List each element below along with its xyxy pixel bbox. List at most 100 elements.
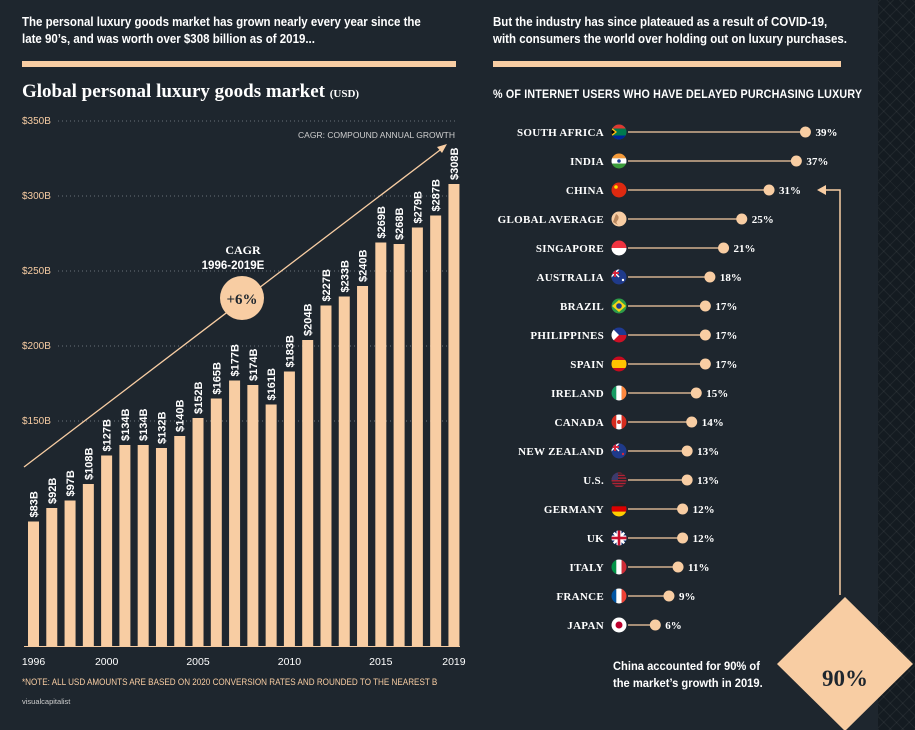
- globe-icon: [611, 211, 627, 227]
- bar: [375, 242, 387, 646]
- country-label: ITALY: [569, 562, 604, 574]
- delay-row: IRELAND 15%: [551, 385, 728, 401]
- flag-part: [611, 327, 627, 335]
- delay-row: U.S. 13%: [583, 472, 719, 487]
- flag-part: [615, 621, 623, 629]
- flag-part: [611, 472, 627, 474]
- country-label: SOUTH AFRICA: [517, 127, 604, 139]
- cagr-label-line-2: 1996-2019E: [202, 260, 265, 272]
- france-flag-icon: [611, 588, 627, 604]
- delay-value-label: 17%: [715, 359, 737, 371]
- y-tick-label: $200B: [22, 341, 51, 352]
- country-label: SINGAPORE: [536, 243, 604, 255]
- bar: [174, 436, 186, 646]
- cagr-arrowhead: [437, 144, 447, 153]
- china-flag-icon: [611, 182, 627, 198]
- country-label: NEW ZEALAND: [518, 446, 604, 458]
- country-label: FRANCE: [556, 591, 604, 603]
- bar: [101, 455, 113, 646]
- bar: [430, 215, 442, 646]
- flag-part: [611, 506, 627, 512]
- country-label: SPAIN: [570, 359, 604, 371]
- bar: [119, 445, 131, 646]
- flag-part: [611, 559, 617, 575]
- country-label: BRAZIL: [560, 301, 604, 313]
- flag-part: [611, 446, 619, 448]
- bar-value-label: $152B: [193, 382, 205, 414]
- left-chart-title-text: Global personal luxury goods market: [22, 81, 325, 102]
- flag-part: [621, 588, 627, 604]
- flag-part: [617, 159, 621, 163]
- flag-part: [611, 588, 617, 604]
- delay-dot: [677, 532, 689, 544]
- x-tick-label: 2005: [186, 656, 210, 668]
- flag-part: [616, 559, 622, 575]
- bar-value-label: $183B: [284, 335, 296, 367]
- flag-part: [611, 248, 627, 256]
- flag-part: [617, 420, 621, 424]
- flag-part: [613, 214, 619, 225]
- x-tick-label: 2000: [95, 656, 119, 668]
- intro-right-text: But the industry has since plateaued as …: [493, 14, 847, 48]
- flag-part: [616, 385, 622, 401]
- y-tick-label: $350B: [22, 116, 51, 127]
- bar-value-label: $308B: [449, 148, 461, 180]
- flag-part: [611, 501, 627, 507]
- delay-value-label: 18%: [720, 272, 742, 284]
- flag-part: [611, 211, 627, 227]
- delay-dot: [736, 213, 748, 225]
- delay-value-label: 12%: [693, 533, 715, 545]
- bar-value-label: $268B: [394, 208, 406, 240]
- delay-dot: [699, 300, 711, 312]
- china-note: China accounted for 90% of the market’s …: [613, 658, 763, 692]
- delay-row: PHILIPPINES 17%: [530, 327, 737, 343]
- flag-part: [611, 240, 627, 248]
- delay-value-label: 6%: [665, 620, 682, 632]
- country-label: CHINA: [566, 185, 604, 197]
- delay-value-label: 14%: [702, 417, 724, 429]
- delay-value-label: 13%: [697, 446, 719, 458]
- bar-value-label: $132B: [156, 412, 168, 444]
- flag-part: [621, 452, 625, 456]
- delay-dot: [704, 271, 716, 283]
- south-africa-flag-icon: [611, 124, 627, 140]
- delay-value-label: 12%: [693, 504, 715, 516]
- bar-value-label: $269B: [376, 206, 388, 238]
- bar-value-label: $134B: [120, 409, 132, 441]
- bar-value-label: $92B: [47, 478, 59, 504]
- intro-left-text: The personal luxury goods market has gro…: [22, 14, 421, 48]
- country-label: CANADA: [555, 417, 604, 429]
- delay-dot: [681, 445, 693, 457]
- bar: [82, 484, 94, 646]
- bar: [46, 508, 58, 646]
- country-label: JAPAN: [567, 620, 604, 632]
- right-divider: [493, 61, 841, 67]
- flag-part: [611, 327, 619, 343]
- delay-dot: [663, 590, 675, 602]
- bar-value-label: $140B: [175, 400, 187, 432]
- flag-part: [611, 385, 617, 401]
- bar: [320, 305, 332, 646]
- cagr-badge: [220, 276, 264, 320]
- bar-value-label: $134B: [138, 409, 150, 441]
- china-note-line-2: the market’s growth in 2019.: [613, 676, 763, 690]
- bar: [137, 445, 149, 646]
- flag-part: [611, 480, 627, 482]
- flag-part: [611, 485, 627, 487]
- flag-part: [611, 135, 627, 140]
- china-share-value: 90%: [822, 666, 868, 691]
- bar-value-label: $279B: [412, 191, 424, 223]
- delay-row: GLOBAL AVERAGE 25%: [498, 211, 774, 227]
- bar: [302, 340, 314, 646]
- delay-dot: [799, 126, 811, 138]
- footnote: *NOTE: ALL USD AMOUNTS ARE BASED ON 2020…: [22, 677, 438, 687]
- bar: [155, 448, 167, 646]
- brazil-flag-icon: [611, 298, 627, 314]
- intro-left-line-1: The personal luxury goods market has gro…: [22, 15, 421, 29]
- china-connector-line: [822, 189, 841, 595]
- background-pattern: [878, 0, 915, 730]
- flag-part: [611, 153, 627, 159]
- bar-value-label: $240B: [358, 250, 370, 282]
- delay-dot: [672, 561, 684, 573]
